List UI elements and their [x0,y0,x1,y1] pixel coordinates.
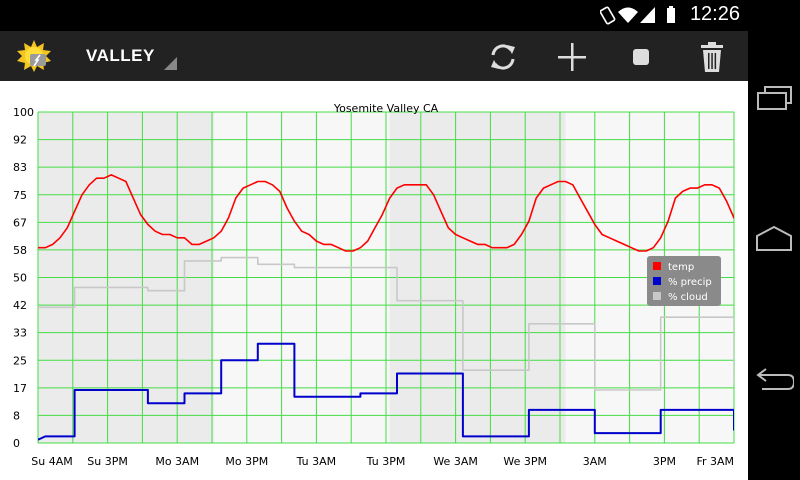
dropdown-triangle-icon[interactable] [164,57,178,71]
chart-series [38,174,734,441]
y-tick-label: 92 [13,134,27,147]
action-bar: VALLEY [0,31,748,83]
legend-swatch-temp [653,262,661,270]
y-tick-label: 100 [13,106,34,119]
battery-icon [667,6,675,23]
y-tick-label: 58 [13,244,27,257]
y-tick-label: 75 [13,189,27,202]
x-tick-label: We 3PM [503,455,547,468]
legend-label-temp: temp [668,262,694,273]
back-icon [756,368,794,390]
x-tick-label: Fr 3AM [696,455,734,468]
add-icon [558,43,586,71]
y-tick-label: 8 [13,409,20,422]
trash-icon [701,42,723,72]
weather-chart: Yosemite Valley CA 100 92 83 75 67 58 50 42 33 25… [13,102,735,468]
stop-icon [633,49,649,65]
x-tick-label: Mo 3PM [225,455,268,468]
legend-swatch-precip [653,277,661,285]
y-tick-label: 67 [13,216,27,229]
vibrate-icon [600,6,616,25]
x-tick-label: Su 4AM [31,455,72,468]
wifi-icon [618,7,638,23]
app-sun-icon[interactable] [16,39,52,73]
status-icons [600,6,655,25]
legend-box [647,256,721,306]
status-bar: 12:26 [0,0,748,31]
home-button[interactable] [754,218,794,258]
refresh-icon [491,44,515,70]
location-title[interactable]: VALLEY [86,46,155,65]
back-button[interactable] [754,358,794,398]
stop-button[interactable] [621,37,661,77]
x-axis-ticks: Su 4AM Su 3PM Mo 3AM Mo 3PM Tu 3AM Tu 3PM We 3… [31,455,734,468]
x-tick-label: We 3AM [433,455,478,468]
series-line-temp [38,174,734,252]
legend-swatch-cloud [653,292,661,300]
series-line-precip [38,342,734,441]
x-tick-label: Mo 3AM [155,455,199,468]
chart-area: Yosemite Valley CA 100 92 83 75 67 58 50 42 33 25… [0,81,748,480]
series-line-cloud [38,256,734,391]
chart-title: Yosemite Valley CA [333,102,439,115]
recent-apps-icon [757,86,792,110]
recent-apps-button[interactable] [754,78,794,118]
x-tick-label: Tu 3AM [296,455,337,468]
chart-legend: temp % precip % cloud [647,256,721,306]
add-button[interactable] [552,37,592,77]
delete-button[interactable] [692,37,732,77]
y-tick-label: 33 [13,327,27,340]
y-tick-label: 42 [13,299,27,312]
y-axis-ticks: 100 92 83 75 67 58 50 42 33 25 17 8 0 [13,106,34,450]
status-time: 12:26 [689,3,740,25]
x-tick-label: Tu 3PM [366,455,406,468]
y-tick-label: 25 [13,354,27,367]
navigation-bar [748,0,800,480]
y-tick-label: 17 [13,382,27,395]
refresh-button[interactable] [483,37,523,77]
x-tick-label: Su 3PM [87,455,128,468]
x-tick-label: 3AM [583,455,607,468]
legend-label-cloud: % cloud [668,292,708,303]
y-tick-label: 50 [13,272,27,285]
signal-icon [640,7,655,23]
home-icon [756,225,792,251]
x-tick-label: 3PM [653,455,676,468]
legend-label-precip: % precip [668,277,712,288]
y-tick-label: 83 [13,161,27,174]
y-tick-label: 0 [13,437,20,450]
